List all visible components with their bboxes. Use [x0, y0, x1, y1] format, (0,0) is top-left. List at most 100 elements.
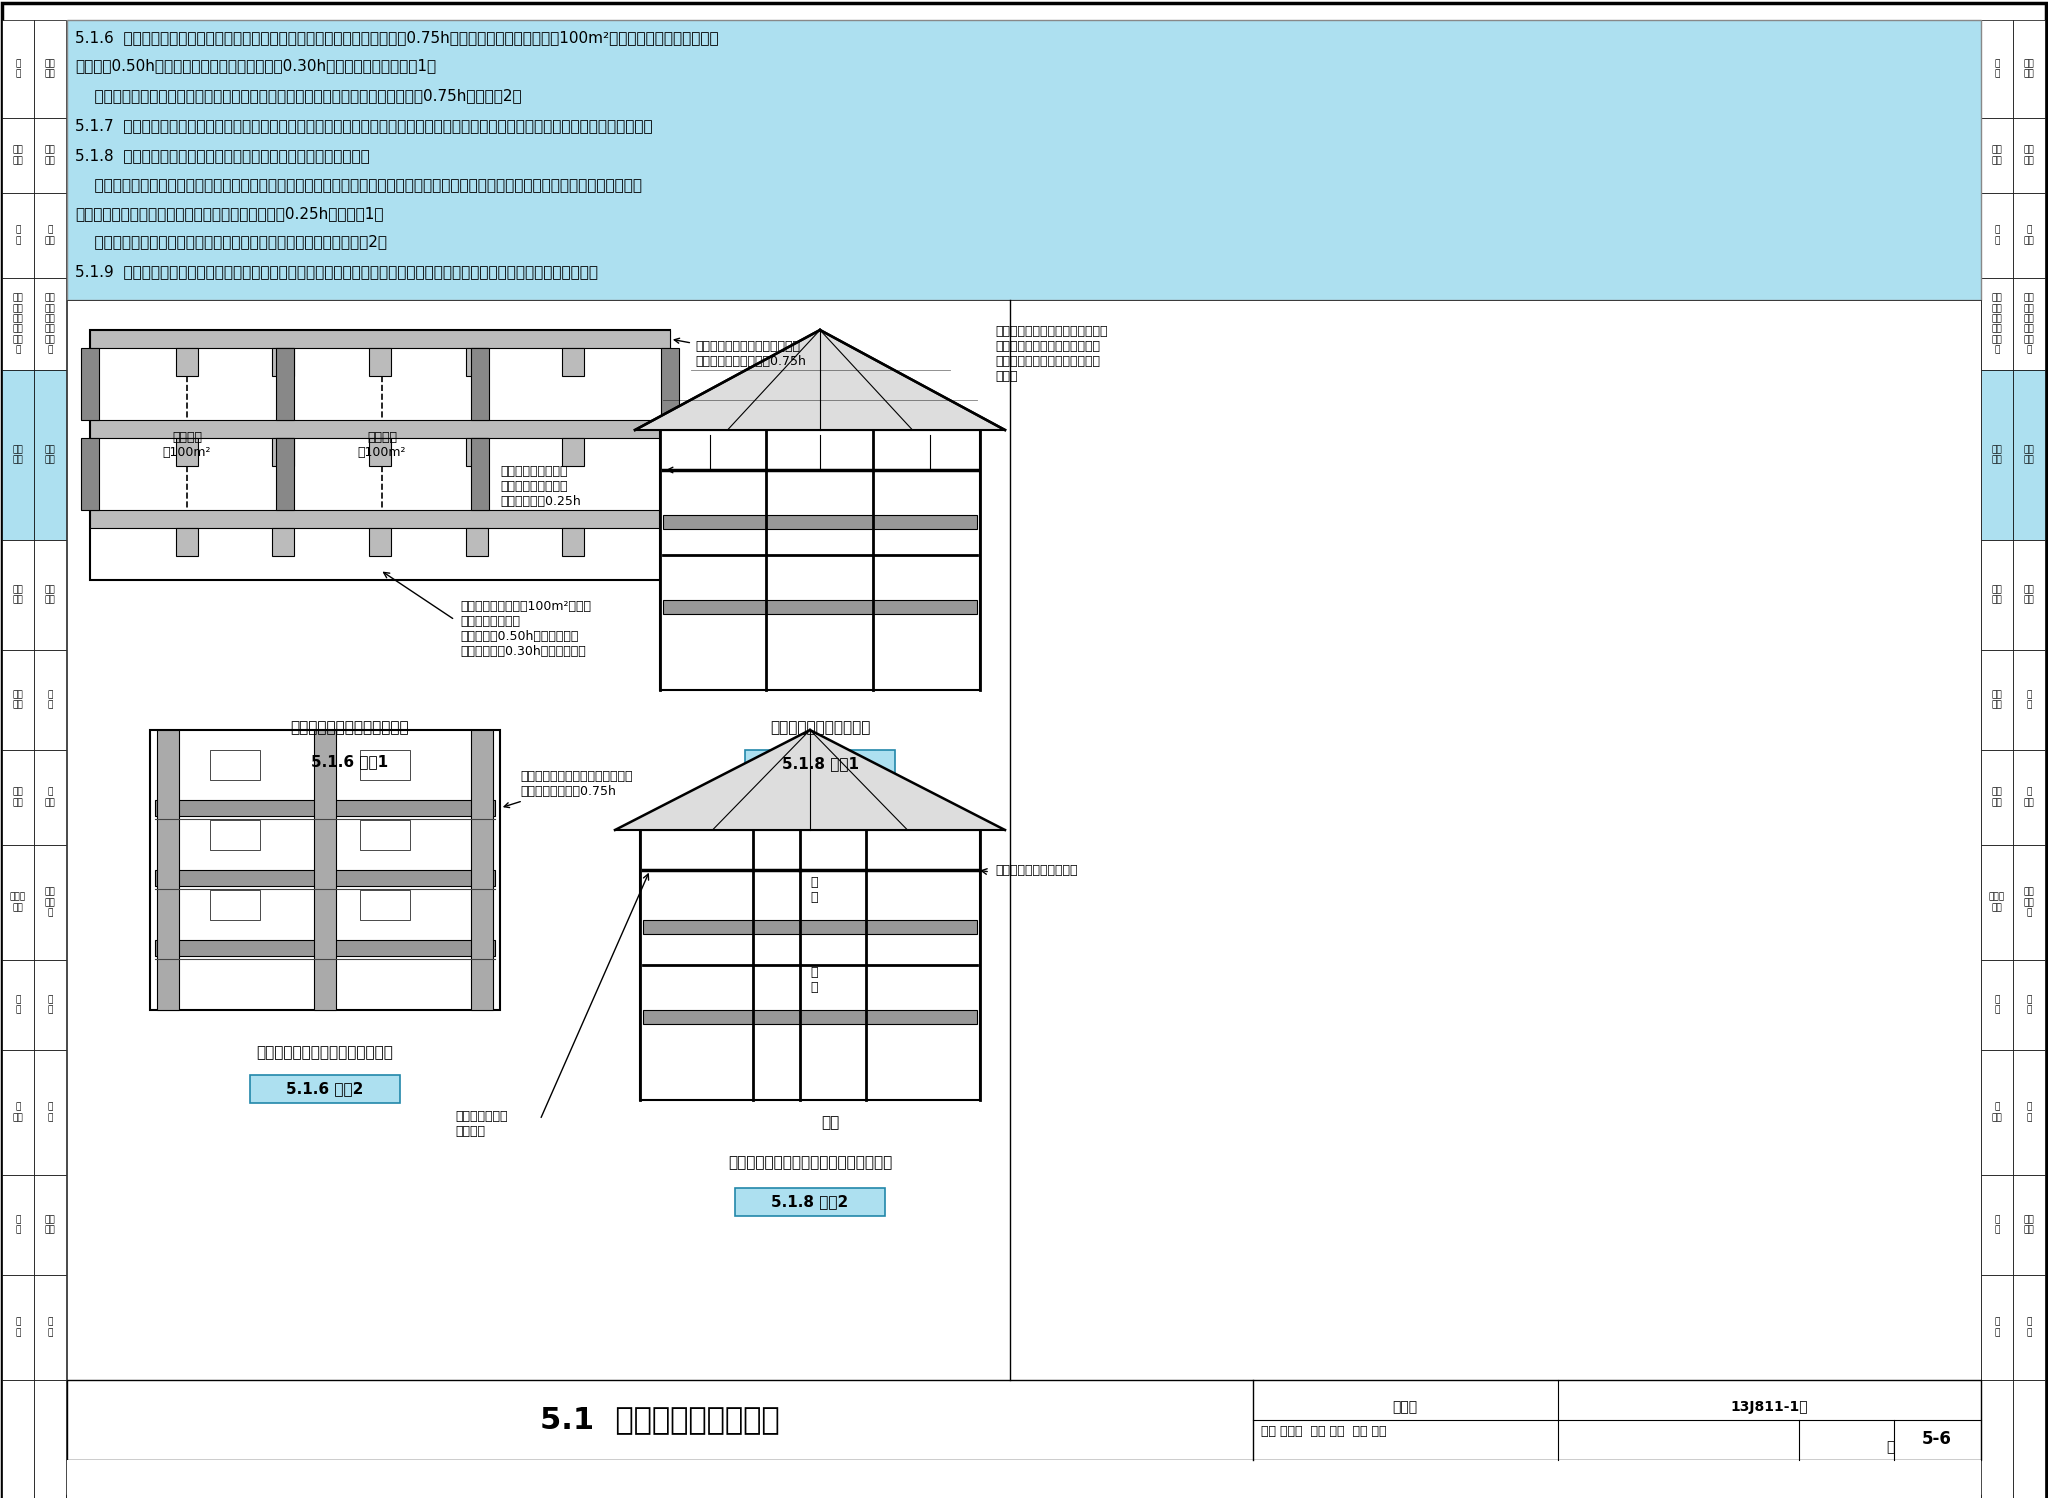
- Bar: [2, 539, 35, 650]
- Text: 甲、
乙丙
液体
气体
储罐
区: 甲、 乙丙 液体 气体 储罐 区: [12, 294, 23, 355]
- Bar: [35, 193, 66, 279]
- Bar: [2, 19, 35, 118]
- Bar: [662, 437, 680, 509]
- Bar: [2, 370, 35, 539]
- Text: 建筑
构造: 建筑 构造: [1991, 586, 2003, 605]
- Bar: [1980, 370, 2013, 539]
- Bar: [276, 437, 295, 509]
- Text: 民用
建筑: 民用 建筑: [2023, 445, 2034, 464]
- Bar: [2013, 118, 2046, 193]
- Text: 吊顶应采用不燃材料
当采用难燃材料时：
耐火极限应＞0.25h: 吊顶应采用不燃材料 当采用难燃材料时： 耐火极限应＞0.25h: [500, 464, 582, 508]
- Text: 供暖、
通风: 供暖、 通风: [10, 893, 27, 912]
- Polygon shape: [614, 730, 1006, 830]
- Text: 医疗建筑、中小学校的教学建筑、
老年人建筑及托儿所、幼儿园的
儿童用房和儿童游乐厅等儿童活
动场所: 医疗建筑、中小学校的教学建筑、 老年人建筑及托儿所、幼儿园的 儿童用房和儿童游乐…: [995, 325, 1108, 383]
- Text: 二级耐火等级建筑的房间隔墙: 二级耐火等级建筑的房间隔墙: [291, 721, 410, 736]
- Bar: [35, 279, 66, 370]
- Bar: [1980, 118, 2013, 193]
- Bar: [276, 348, 295, 419]
- Text: 和
仓库: 和 仓库: [2023, 226, 2034, 246]
- Bar: [465, 527, 487, 556]
- Bar: [274, 748, 426, 776]
- Text: 建筑房间的隔墙当采用难燃性墙
体时，其耐火极限应＞0.75h: 建筑房间的隔墙当采用难燃性墙 体时，其耐火极限应＞0.75h: [674, 339, 805, 369]
- Bar: [471, 437, 489, 509]
- Text: 编制
说明: 编制 说明: [2023, 60, 2034, 79]
- Bar: [2013, 1275, 2046, 1380]
- Bar: [35, 650, 66, 750]
- Text: 电
气: 电 气: [2025, 995, 2032, 1014]
- Text: 三级耐火等级建筑的吊顶: 三级耐火等级建筑的吊顶: [770, 721, 870, 736]
- Text: 设
施: 设 施: [2025, 691, 2032, 710]
- Text: 二、三级耐火等级建筑门厅、走道的吊顶: 二、三级耐火等级建筑门厅、走道的吊顶: [727, 1155, 893, 1170]
- Bar: [2013, 279, 2046, 370]
- Bar: [176, 437, 199, 466]
- Bar: [2, 118, 35, 193]
- Bar: [2, 279, 35, 370]
- Text: 总术
符号: 总术 符号: [2023, 145, 2034, 165]
- Bar: [563, 348, 584, 376]
- Bar: [360, 750, 410, 780]
- Bar: [2, 750, 35, 845]
- Bar: [1980, 1380, 2013, 1498]
- Text: 附
录: 附 录: [2025, 1318, 2032, 1338]
- Bar: [90, 330, 670, 348]
- Bar: [2013, 750, 2046, 845]
- Bar: [35, 19, 66, 118]
- Text: 建筑
构造: 建筑 构造: [12, 586, 23, 605]
- Bar: [35, 539, 66, 650]
- Bar: [369, 437, 391, 466]
- Text: 走
道: 走 道: [811, 966, 817, 995]
- Text: 门厅: 门厅: [821, 1115, 840, 1129]
- Bar: [664, 601, 977, 614]
- Text: 甲、
乙丙
液体
气体
储罐
区: 甲、 乙丙 液体 气体 储罐 区: [2023, 294, 2034, 355]
- Bar: [1980, 1275, 2013, 1380]
- Text: 和
仓库: 和 仓库: [45, 226, 55, 246]
- Text: 木
结构: 木 结构: [1991, 1103, 2003, 1122]
- Bar: [643, 920, 977, 933]
- Text: 5.1.9  建筑内预制钢筋混凝土构件的节点外露部位，应采取防火保护措施，且节点的耐火极限不应低于相应构件的耐火极限。: 5.1.9 建筑内预制钢筋混凝土构件的节点外露部位，应采取防火保护措施，且节点的…: [76, 264, 598, 279]
- Bar: [35, 1275, 66, 1380]
- Bar: [272, 437, 295, 466]
- Text: 城
市: 城 市: [14, 1215, 20, 1234]
- Bar: [2013, 19, 2046, 118]
- Bar: [82, 437, 98, 509]
- Bar: [639, 830, 981, 1100]
- Bar: [82, 348, 98, 419]
- Text: 电
气: 电 气: [47, 995, 53, 1014]
- Text: 限不低于0.50h的难燃性墙体或耐火极限不低于0.30h的不燃性墙体。『图示1』: 限不低于0.50h的难燃性墙体或耐火极限不低于0.30h的不燃性墙体。『图示1』: [76, 58, 436, 73]
- Bar: [1980, 193, 2013, 279]
- Text: 建筑
构造: 建筑 构造: [45, 586, 55, 605]
- Bar: [2, 193, 35, 279]
- Text: 消防
设置: 消防 设置: [12, 788, 23, 807]
- Bar: [369, 348, 391, 376]
- Bar: [1980, 1174, 2013, 1275]
- Bar: [2, 1050, 35, 1174]
- Bar: [1980, 279, 2013, 370]
- Text: 建
筑: 建 筑: [47, 1103, 53, 1122]
- Bar: [2013, 650, 2046, 750]
- Bar: [2013, 960, 2046, 1050]
- Text: 电
气: 电 气: [14, 995, 20, 1014]
- Text: 目
录: 目 录: [14, 60, 20, 79]
- Bar: [1980, 19, 2013, 118]
- Bar: [35, 845, 66, 960]
- Text: 附
录: 附 录: [47, 1318, 53, 1338]
- Text: 建
筑: 建 筑: [2025, 1103, 2032, 1122]
- Text: 交通
隧道: 交通 隧道: [2023, 1215, 2034, 1234]
- Bar: [643, 1010, 977, 1025]
- Text: 甲、
乙丙
液体
气体
储罐
区: 甲、 乙丙 液体 气体 储罐 区: [45, 294, 55, 355]
- Bar: [35, 750, 66, 845]
- Text: 图集号: 图集号: [1393, 1401, 1417, 1414]
- Text: 5.1.6 图示1: 5.1.6 图示1: [311, 755, 389, 770]
- Text: 三级耐火等级的医疗建筑、中小学校的教学建筑、老年人建筑及托儿所、幼儿园的儿童用房和儿童游乐厅等儿童活动场所的吊顶，应采用: 三级耐火等级的医疗建筑、中小学校的教学建筑、老年人建筑及托儿所、幼儿园的儿童用房…: [76, 178, 641, 193]
- Bar: [2, 845, 35, 960]
- Bar: [360, 890, 410, 920]
- Bar: [745, 750, 895, 777]
- Text: 民用
建筑: 民用 建筑: [45, 445, 55, 464]
- Bar: [1980, 845, 2013, 960]
- Bar: [156, 941, 496, 956]
- Bar: [2, 1174, 35, 1275]
- Bar: [2013, 193, 2046, 279]
- Text: 5.1.7  建筑中的非承重外墙、房间隔墙和屋面板，当确需采用金属夹芯板材时，其芯材应为不燃材料，且耐火极限应符合本规范有关规定。: 5.1.7 建筑中的非承重外墙、房间隔墙和屋面板，当确需采用金属夹芯板材时，其芯…: [76, 118, 653, 133]
- Text: 民用
建筑: 民用 建筑: [1991, 445, 2003, 464]
- Bar: [2013, 1380, 2046, 1498]
